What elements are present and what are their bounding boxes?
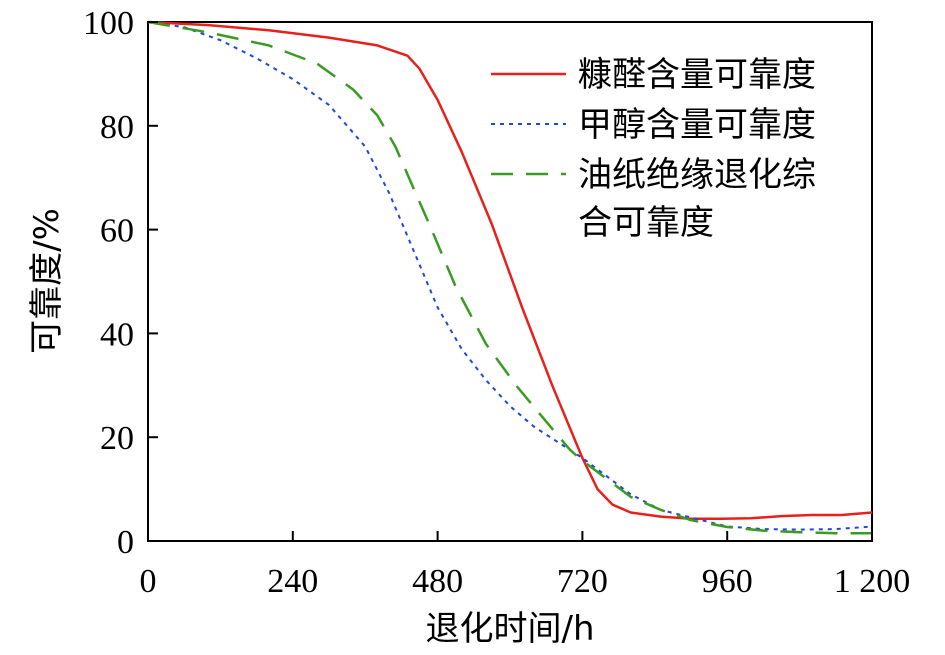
x-tick-label: 1 200 — [834, 563, 911, 600]
x-tick-label: 240 — [267, 563, 318, 600]
legend-label-3: 合可靠度 — [578, 203, 714, 243]
y-tick-label: 60 — [100, 213, 134, 250]
legend-label-1: 糠醛含量可靠度 — [578, 55, 816, 95]
series-line-3 — [147, 20, 872, 535]
series-layer — [147, 20, 873, 535]
x-tick-label: 960 — [702, 563, 753, 600]
x-tick-label: 0 — [140, 563, 157, 600]
y-tick-label: 80 — [100, 109, 134, 146]
x-tick-label: 480 — [412, 563, 463, 600]
y-tick-label: 20 — [100, 420, 134, 457]
ticks-layer: 0 240 480 720 960 1 200 0 20 40 60 80 100 — [83, 5, 910, 600]
x-axis-title: 退化时间/h — [425, 609, 594, 649]
y-tick-label: 100 — [83, 5, 134, 42]
y-axis-title: 可靠度/% — [27, 208, 67, 354]
y-tick-label: 40 — [100, 316, 134, 353]
plot-frame — [147, 21, 873, 542]
series-line-1 — [147, 20, 873, 520]
y-tick-label: 0 — [117, 524, 134, 561]
legend-label-2: 甲醇含量可靠度 — [578, 105, 816, 145]
legend-label-3: 油纸绝缘退化综 — [578, 155, 816, 195]
x-tick-label: 720 — [557, 563, 608, 600]
